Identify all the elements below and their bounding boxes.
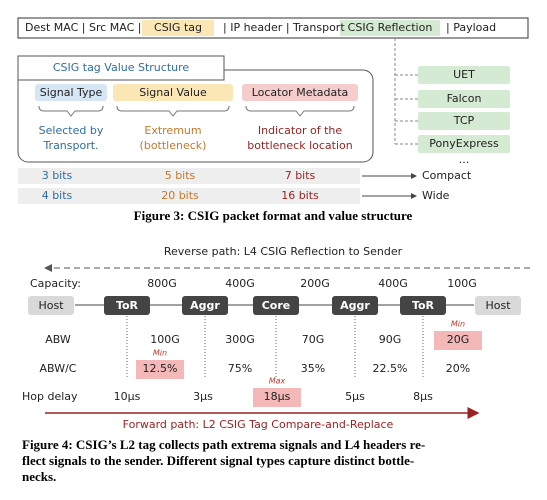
structure-title: CSIG tag Value Structure [53,61,190,74]
packet-field: CSIG Reflection [348,21,433,34]
bit-width: 3 bits [42,169,73,182]
row-label: ABW [45,333,71,346]
field-desc: bottleneck location [247,139,352,152]
figure4-caption: necks. [22,469,56,484]
node-box [104,296,150,315]
field-desc: Indicator of the [258,124,342,137]
field-desc: Transport. [42,139,98,152]
field-pill [35,84,107,101]
node-box [400,296,446,315]
capacity: 200G [300,277,330,290]
node-box [332,296,378,315]
capacity-label: Capacity: [30,277,81,290]
csig-tag-box [142,20,214,36]
row-value: 20% [446,362,470,375]
field-desc: Selected by [39,124,104,137]
row-value: 300G [225,333,255,346]
transport-label: UET [453,68,475,81]
packet-field: | Payload [446,21,496,34]
brace [116,105,230,117]
reverse-label: Reverse path: L4 CSIG Reflection to Send… [164,245,403,258]
brace [38,105,104,117]
row-value: 90G [379,333,402,346]
highlight-tag: Min [153,349,167,358]
figure4-caption: flect signals to the sender. Different s… [22,453,414,468]
row-value: 100G [150,333,180,346]
node-label: Aggr [340,299,370,312]
highlight-box [434,331,482,350]
row-value: 10μs [114,390,141,403]
row-value: 5μs [345,390,365,403]
row-value: 8μs [413,390,433,403]
highlight-box [136,360,184,379]
format-row [18,168,360,184]
transport-box [418,66,510,84]
forward-label: Forward path: L2 CSIG Tag Compare-and-Re… [123,418,394,431]
capacity: 100G [447,277,477,290]
transport-label: PonyExpress [429,137,499,150]
packet-field: Dest MAC | Src MAC | [25,21,142,34]
transport-label: TCP [453,114,475,127]
node-label: ToR [412,299,435,312]
node-label: Core [262,299,291,312]
packet-field: CSIG tag [154,21,202,34]
highlight-tag: Max [269,377,286,386]
field-pill [113,84,233,101]
structure-title-box [17,55,225,81]
capacity: 800G [147,277,177,290]
row-value: 35% [301,362,325,375]
row-value: 18μs [264,390,291,403]
bit-width: 20 bits [161,189,199,202]
field-desc: (bottleneck) [140,139,207,152]
format-label: Compact [422,169,472,182]
transport-label: Falcon [447,92,482,105]
capacity: 400G [225,277,255,290]
node-box [475,296,521,315]
capacity: 400G [378,277,408,290]
highlight-tag: Min [451,320,465,329]
figure4: Reverse path: L4 CSIG Reflection to Send… [22,245,521,484]
node-label: Host [38,299,64,312]
bit-width: 7 bits [285,169,316,182]
row-value: 22.5% [373,362,408,375]
node-label: Host [485,299,511,312]
csig-reflection-box [340,20,440,36]
highlight-box [253,388,301,407]
row-value: 75% [228,362,252,375]
node-label: ToR [116,299,139,312]
node-box [28,296,74,315]
node-box [253,296,299,315]
field-desc: Extremum [144,124,201,137]
format-label: Wide [422,189,450,202]
brace [245,105,355,117]
node-label: Aggr [190,299,220,312]
figure3: Dest MAC | Src MAC | CSIG tag | IP header … [18,21,510,223]
field-header: Locator Metadata [252,86,349,99]
transport-box [418,112,510,130]
bit-width: 5 bits [165,169,196,182]
field-header: Signal Value [139,86,207,99]
transport-tree [394,38,418,145]
figure3-caption: Figure 3: CSIG packet format and value s… [134,208,413,223]
node-box [182,296,228,315]
figure4-caption: Figure 4: CSIG’s L2 tag collects path ex… [22,437,425,452]
transport-label: ... [459,153,470,166]
row-label: ABW/C [40,362,77,375]
transport-box [418,135,510,153]
field-pill [242,84,358,101]
transport-box [418,90,510,108]
row-value: 70G [302,333,325,346]
format-row [18,188,360,204]
packet-field: | IP header | Transport [223,21,345,34]
row-label: Hop delay [22,390,78,403]
row-value: 12.5% [143,362,178,375]
bit-width: 4 bits [42,189,73,202]
field-header: Signal Type [40,86,103,99]
bit-width: 16 bits [281,189,319,202]
row-value: 20G [447,333,470,346]
row-value: 3μs [193,390,213,403]
